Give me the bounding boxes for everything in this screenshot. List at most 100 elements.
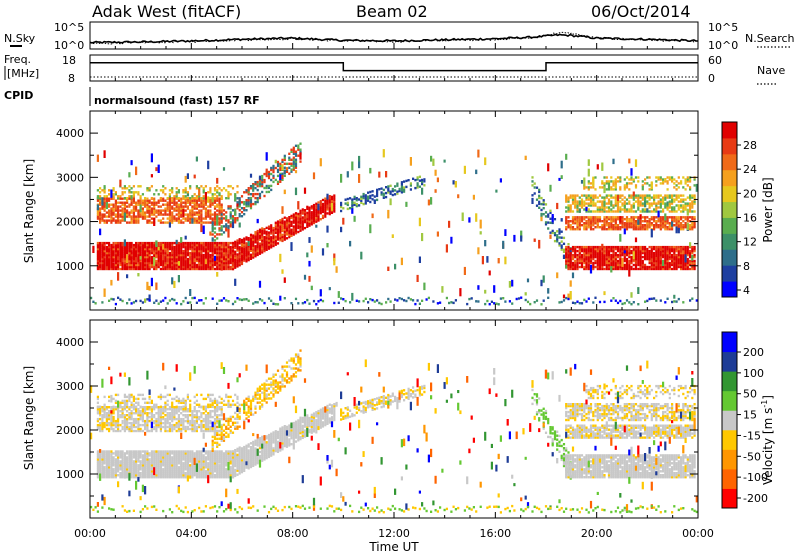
power-cell xyxy=(207,259,210,263)
power-cell xyxy=(247,256,250,260)
power-cell xyxy=(202,255,205,259)
power-cell xyxy=(574,202,577,205)
power-cell xyxy=(240,298,244,302)
power-cell xyxy=(103,265,106,269)
velocity-cell xyxy=(130,462,133,465)
power-cell xyxy=(634,222,638,225)
power-cell xyxy=(96,255,99,259)
power-cell xyxy=(135,221,138,224)
power-cell xyxy=(234,264,237,267)
velocity-cell xyxy=(101,429,104,433)
power-cell xyxy=(657,265,660,269)
power-cell xyxy=(646,224,649,227)
power-cell xyxy=(204,203,207,206)
power-cell xyxy=(135,249,138,253)
power-cell xyxy=(288,219,291,223)
velocity-cell xyxy=(123,419,126,423)
power-cell xyxy=(261,182,264,186)
power-cell xyxy=(220,229,223,232)
power-cell xyxy=(650,249,653,253)
velocity-cell xyxy=(108,395,111,399)
power-ytick-label: 1000 xyxy=(56,260,84,273)
power-cell xyxy=(689,202,692,205)
velocity-cell xyxy=(108,460,111,463)
power-cell xyxy=(610,259,613,263)
power-cell xyxy=(326,206,329,209)
power-cell xyxy=(189,215,192,218)
power-cell xyxy=(619,233,622,242)
velocity-cell xyxy=(128,395,131,399)
power-cell xyxy=(297,154,300,157)
power-cell xyxy=(114,249,117,253)
power-cell xyxy=(213,207,217,210)
power-cell xyxy=(538,206,541,209)
power-cell xyxy=(641,202,644,205)
power-cell xyxy=(121,255,124,259)
power-cell xyxy=(198,195,201,198)
velocity-cell xyxy=(128,399,131,403)
power-cell xyxy=(126,197,129,200)
velocity-cell xyxy=(99,410,102,413)
power-cell xyxy=(276,232,280,235)
power-cell xyxy=(270,184,273,188)
power-cell xyxy=(319,218,322,221)
power-cell xyxy=(173,265,176,269)
power-cell xyxy=(535,186,539,189)
power-cell xyxy=(132,221,135,224)
power-cell xyxy=(236,239,239,242)
power-cell xyxy=(671,196,674,199)
power-cell xyxy=(155,251,158,255)
power-cell xyxy=(139,241,142,245)
power-cell xyxy=(157,253,160,257)
power-cell xyxy=(186,217,189,220)
power-cell xyxy=(684,178,687,181)
power-cell xyxy=(279,237,282,240)
power-cell xyxy=(614,202,617,205)
power-cell xyxy=(121,217,124,220)
power-cell xyxy=(261,233,264,236)
power-cell xyxy=(625,267,629,271)
power-cell xyxy=(616,245,620,249)
power-cell xyxy=(254,200,257,204)
power-cell xyxy=(276,303,280,306)
power-cell xyxy=(630,168,633,176)
power-cell xyxy=(166,203,169,206)
power-cell xyxy=(211,249,214,253)
power-cell xyxy=(574,259,577,263)
power-cell xyxy=(202,265,205,269)
power-cell xyxy=(285,225,289,228)
power-cell xyxy=(612,196,615,199)
power-cell xyxy=(655,251,658,255)
power-cell xyxy=(101,189,104,192)
power-cell xyxy=(204,257,207,261)
power-cell xyxy=(121,261,124,265)
power-cell xyxy=(265,232,268,236)
power-cell xyxy=(191,249,194,253)
power-cell xyxy=(202,225,205,234)
power-cell xyxy=(218,257,221,261)
power-cell xyxy=(141,259,144,263)
power-cell xyxy=(213,193,217,196)
power-cell xyxy=(227,259,230,263)
power-cell xyxy=(265,230,268,234)
power-cell xyxy=(598,251,602,255)
power-cell xyxy=(139,243,142,247)
power-cell xyxy=(117,211,120,214)
power-cell xyxy=(150,247,153,251)
power-cell xyxy=(105,267,108,271)
power-cell xyxy=(150,257,153,261)
power-cell xyxy=(132,197,135,200)
power-cell xyxy=(130,253,133,257)
power-cell xyxy=(294,218,298,221)
power-cell xyxy=(653,208,656,211)
power-cell xyxy=(614,210,617,213)
power-cell xyxy=(117,219,120,222)
power-cell xyxy=(614,228,617,231)
power-cell xyxy=(247,254,250,258)
power-cell xyxy=(625,257,629,261)
power-cell xyxy=(630,194,633,197)
velocity-cell xyxy=(105,423,108,427)
power-cell xyxy=(195,263,198,267)
power-cell xyxy=(252,254,255,257)
power-cell xyxy=(209,253,212,257)
